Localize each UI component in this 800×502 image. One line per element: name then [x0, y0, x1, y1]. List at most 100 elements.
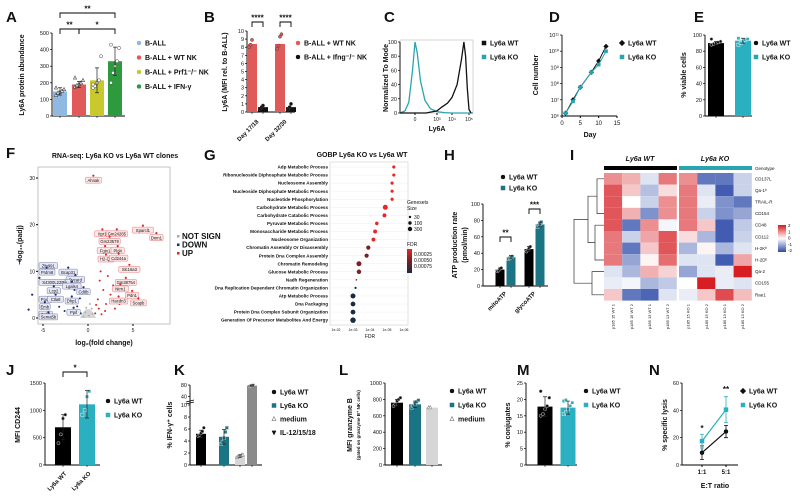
bar: [708, 43, 724, 116]
heatmap-cell: [658, 184, 677, 197]
term-label: Glucose Metabolic Process: [268, 269, 328, 274]
y-tick-label: 0: [39, 463, 42, 469]
y-tick-label: 0: [520, 463, 523, 469]
data-point: [538, 389, 543, 394]
histogram-curve: [400, 41, 472, 114]
y-tick-label: 9: [241, 37, 244, 43]
panel-D: D 10⁶ 10⁷ 10⁸ 10⁹ 10¹⁰ 10¹¹ 0 5 10 15 Day Cell numbe…: [533, 9, 657, 139]
enrichment-dot: [382, 213, 387, 218]
volcano-point: [91, 312, 94, 315]
y-axis-label: Ly6A (MFI rel. to B-ALL): [222, 32, 229, 111]
gene-label: Sema5b: [41, 315, 57, 320]
data-point: [275, 46, 279, 51]
legend-marker: [136, 69, 142, 75]
term-label: Carbohydrate Metabolic Process: [257, 205, 329, 210]
x-category-label: mitoATP: [487, 291, 508, 312]
data-point: [276, 43, 281, 48]
data-point: [287, 105, 292, 109]
y-tick-label: 10⁷: [551, 97, 559, 104]
legend-label: Ly6a WT: [749, 389, 778, 396]
gene-label: Gm23579: [100, 239, 119, 244]
bar: [275, 43, 285, 112]
x-tick-label: 5: [132, 328, 135, 334]
x-tick-label: 0: [87, 328, 90, 334]
y-tick-label: 40: [696, 82, 702, 88]
y-axis-label: Normalized To Mode: [383, 44, 390, 112]
panel-letter: M: [517, 362, 530, 379]
data-point: [736, 36, 741, 41]
row-label: Qa-1ᵇ: [755, 188, 767, 193]
significance-label: **: [66, 21, 73, 30]
heatmap-cell: [697, 242, 716, 255]
y-tick-label: 0: [676, 463, 679, 469]
gene-label: Bcap31: [61, 270, 76, 275]
data-point: [202, 425, 206, 430]
data-point: [250, 38, 254, 42]
gene-label-box: [106, 230, 128, 237]
legend-marker: [105, 398, 111, 404]
row-label: H-2Dᵇ: [755, 258, 768, 263]
volcano-point: [131, 289, 134, 293]
y-axis-label: (gated on granzyme B⁺ NK cells): [356, 390, 361, 460]
y-tick-label: 10⁶: [551, 113, 559, 120]
term-label: Monosaccharide Metabolic Process: [250, 229, 328, 234]
y-tick-label: 200: [40, 81, 49, 87]
volcano-point: [78, 297, 81, 300]
volcano-point: [52, 285, 55, 288]
panel-letter: D: [549, 9, 560, 26]
plot-title: RNA-seq: Ly6a KO vs Ly6a WT clones: [52, 153, 178, 160]
heatmap-cell: [733, 254, 752, 266]
legend-marker: [500, 174, 506, 180]
data-point: [547, 395, 552, 400]
heatmap-cell: [640, 173, 659, 185]
scale-label: 1: [788, 229, 791, 234]
y-tick-label: 400: [373, 430, 382, 436]
heatmap-cell: [733, 289, 752, 301]
heatmap-cell: [658, 219, 677, 231]
enrichment-dot: [392, 173, 396, 177]
legend-label: B-ALL: [145, 41, 167, 48]
term-label: Chromatin Assembly Or Disassembly: [246, 245, 328, 250]
lysis-line: [701, 431, 727, 454]
volcano-point: [124, 276, 127, 279]
volcano-point: [27, 308, 30, 311]
data-point: [589, 70, 594, 75]
row-dendrogram: [573, 178, 604, 296]
gene-label: S4300L22Rik: [42, 280, 68, 285]
plot-frame: [329, 161, 409, 326]
legend-label: Ly6a WT: [592, 389, 621, 396]
y-axis-label: % specific lysis: [662, 399, 669, 451]
heatmap-cell: [604, 184, 623, 197]
heatmap-cell: [604, 242, 623, 255]
heatmap-cell: [640, 265, 659, 278]
y-tick-label: 40: [474, 251, 480, 257]
x-tick-label: 1e-06: [400, 328, 409, 332]
data-point: [604, 49, 608, 54]
volcano-point: [96, 298, 99, 301]
bar: [219, 436, 229, 465]
volcano-point: [38, 276, 41, 279]
legend-label: medium: [458, 417, 485, 424]
volcano-point: [45, 266, 48, 269]
y-tick-label: 600: [373, 414, 382, 420]
x-tick-label: 1e-04: [366, 328, 375, 332]
heatmap-cell: [715, 265, 734, 278]
volcano-point: [87, 314, 90, 317]
heatmap-cell: [622, 254, 641, 266]
group-header: Ly6a KO: [701, 156, 730, 163]
data-point: [568, 404, 572, 408]
error-bar: [413, 400, 417, 408]
data-point: [398, 395, 403, 400]
color-legend-label: 0.00075: [414, 264, 432, 270]
legend-marker: [481, 40, 487, 46]
genotype-annotation-bar: [679, 166, 752, 170]
y-tick-label: 20: [29, 223, 35, 229]
heatmap-cell: [604, 289, 623, 301]
y-tick-label: 2: [184, 451, 187, 457]
heatmap-cell: [622, 196, 641, 208]
size-legend-label: 100: [414, 221, 423, 227]
heatmap-cell: [604, 196, 623, 208]
volcano-point: [105, 303, 107, 305]
heatmap-cell: [640, 242, 659, 255]
